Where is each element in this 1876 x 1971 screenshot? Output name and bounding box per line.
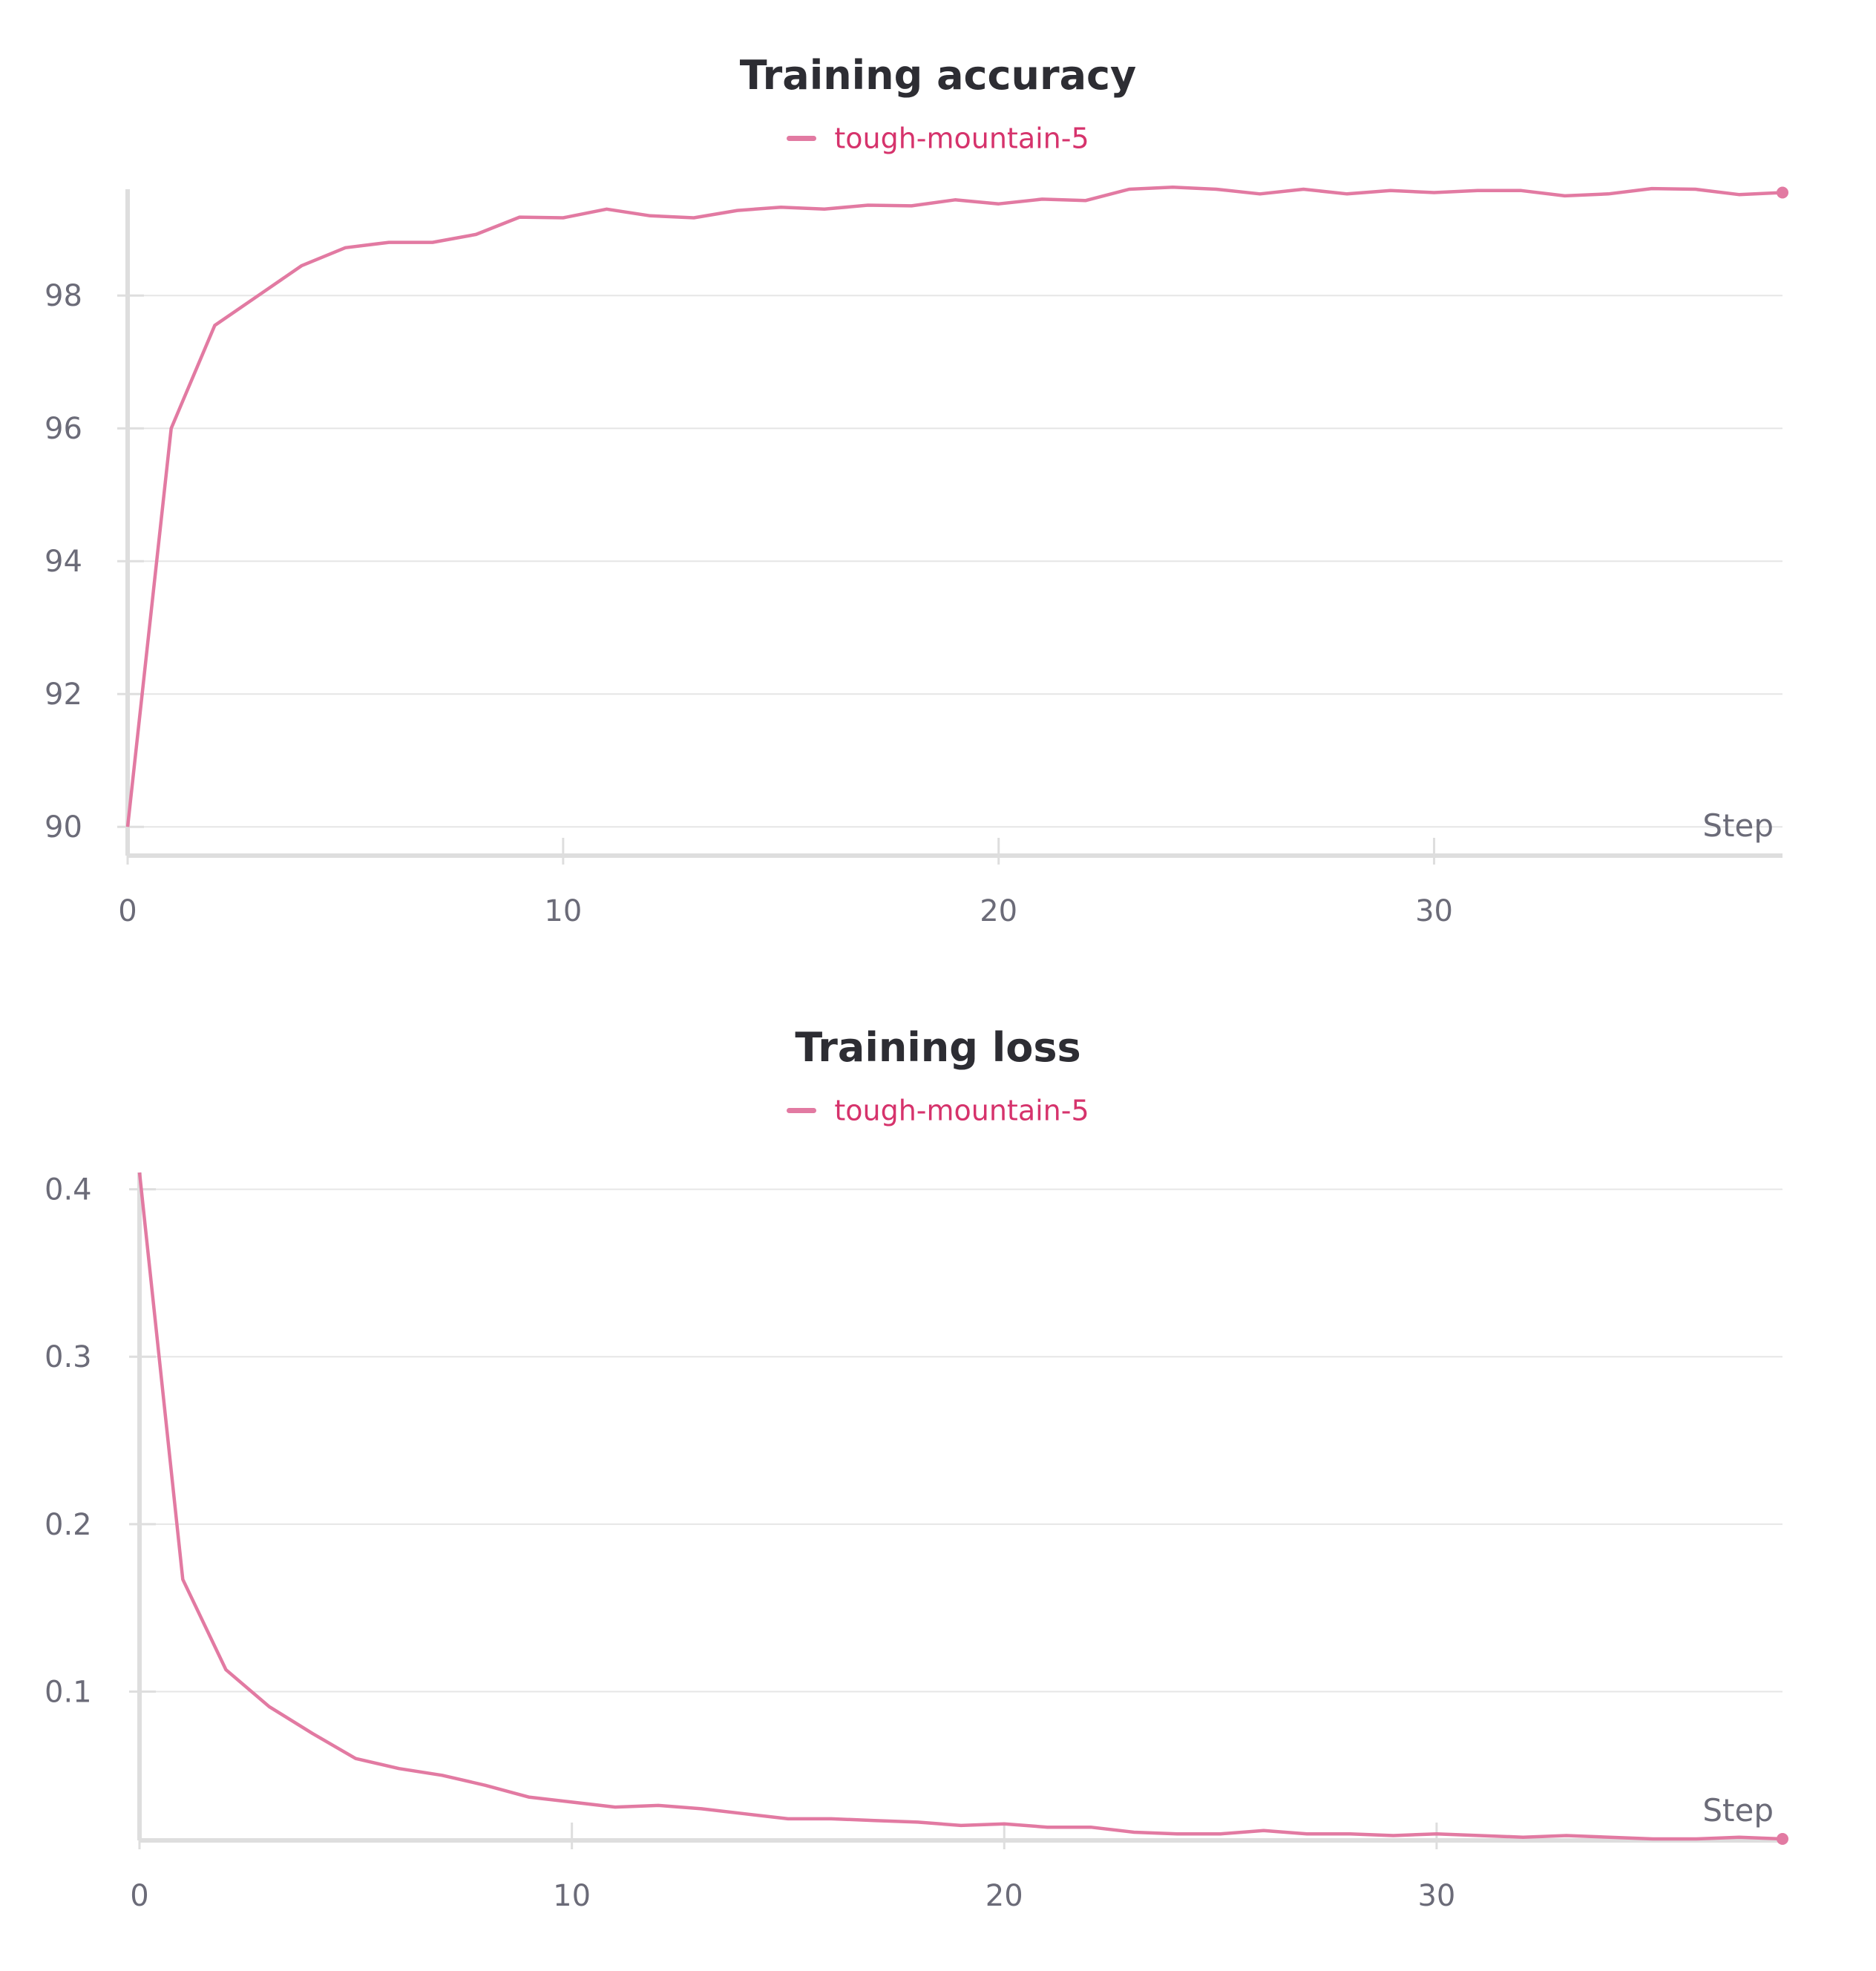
accuracy-chart-plot: 90 92 94 96 98 0 10 20 30 Step <box>45 186 1788 928</box>
accuracy-legend-swatch <box>787 136 817 141</box>
loss-last-point[interactable] <box>1777 1833 1788 1845</box>
loss-x-tick-label: 20 <box>985 1879 1023 1913</box>
loss-x-tick-label: 30 <box>1417 1879 1455 1913</box>
accuracy-x-tick-label: 10 <box>544 894 582 928</box>
accuracy-y-tick-label: 94 <box>45 545 82 579</box>
accuracy-y-tick-label: 96 <box>45 412 82 446</box>
loss-chart-plot: 0.1 0.2 0.3 0.4 0 10 20 30 Step <box>45 1172 1788 1913</box>
accuracy-x-tick-label: 20 <box>980 894 1017 928</box>
loss-y-tick-label: 0.2 <box>45 1508 92 1542</box>
accuracy-last-point[interactable] <box>1777 186 1788 199</box>
loss-series-line[interactable] <box>137 1172 1783 1841</box>
accuracy-y-tick-label: 92 <box>45 678 82 712</box>
accuracy-chart-title: Training accuracy <box>739 52 1137 99</box>
loss-chart-legend[interactable]: tough-mountain-5 <box>0 1092 1876 1127</box>
loss-x-tick-label: 0 <box>130 1879 148 1913</box>
loss-legend-swatch <box>787 1108 817 1113</box>
loss-x-axis-label: Step <box>1702 1792 1774 1829</box>
loss-y-tick-label: 0.4 <box>45 1173 92 1207</box>
loss-legend-label: tough-mountain-5 <box>834 1094 1089 1127</box>
loss-y-tick-label: 0.3 <box>45 1340 92 1374</box>
loss-chart-title: Training loss <box>795 1024 1081 1071</box>
accuracy-chart-legend[interactable]: tough-mountain-5 <box>0 120 1876 155</box>
loss-y-tick-label: 0.1 <box>45 1675 92 1709</box>
accuracy-x-axis-label: Step <box>1702 807 1774 844</box>
accuracy-series-line[interactable] <box>125 186 1783 827</box>
accuracy-y-tick-label: 98 <box>45 279 82 313</box>
loss-x-tick-label: 10 <box>553 1879 591 1913</box>
accuracy-legend-label: tough-mountain-5 <box>834 122 1089 155</box>
accuracy-x-tick-label: 0 <box>118 894 137 928</box>
loss-chart-panel: Training loss tough-mountain-5 0.1 0.2 0.3… <box>0 972 1876 1971</box>
accuracy-x-tick-label: 30 <box>1415 894 1453 928</box>
accuracy-chart-panel: Training accuracy tough-mountain-5 90 92 9… <box>0 0 1876 965</box>
accuracy-y-tick-label: 90 <box>45 810 82 845</box>
